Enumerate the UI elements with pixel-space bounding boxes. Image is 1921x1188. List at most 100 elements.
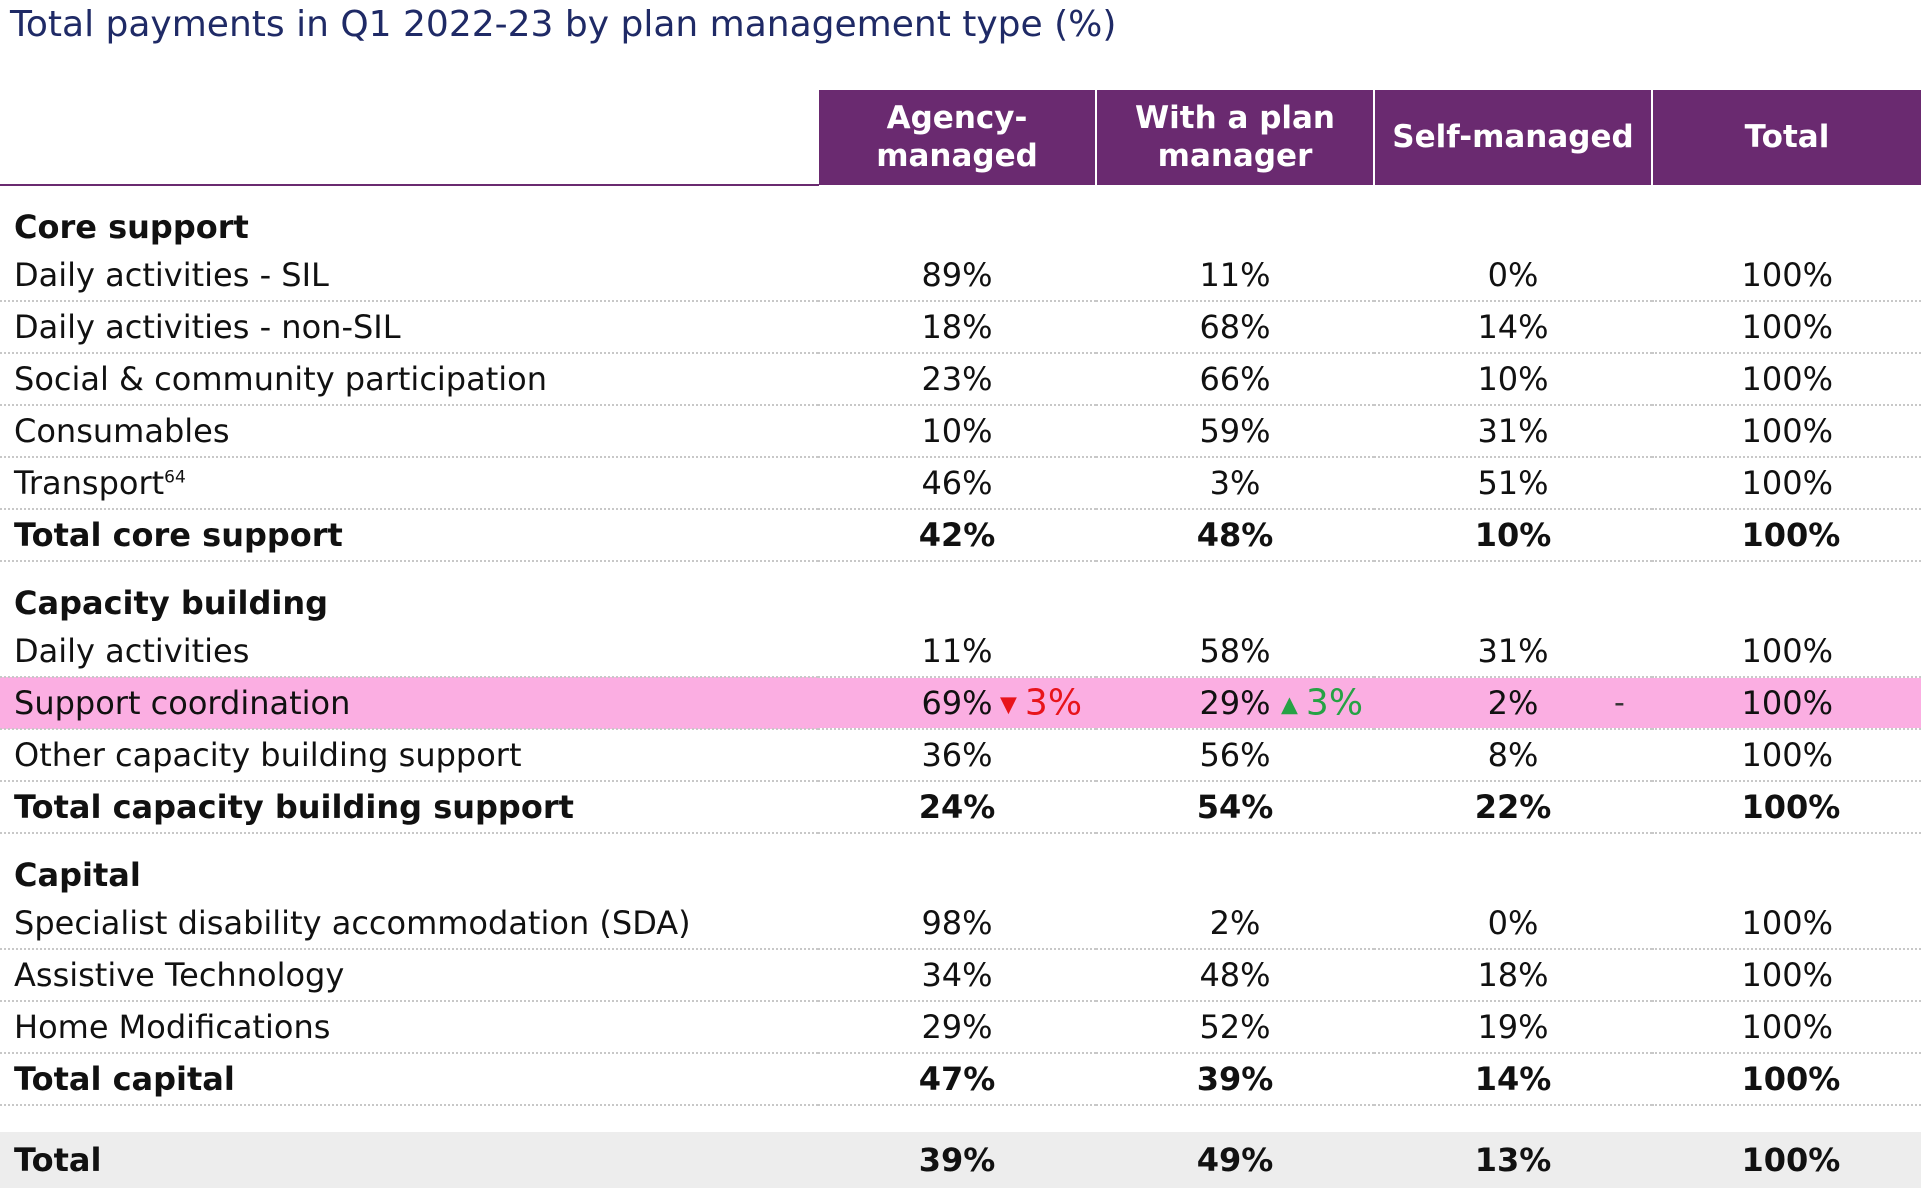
table-header: Agency-managed With a plan manager Self-man… xyxy=(0,90,1921,186)
row-label: Total capacity building support xyxy=(0,781,818,834)
cell-value: 42% xyxy=(818,509,1096,562)
cell-percent: 39% xyxy=(918,1141,996,1179)
header-row: Agency-managed With a plan manager Self-man… xyxy=(0,90,1921,186)
cell-percent: 14% xyxy=(1474,1060,1552,1098)
cell-value: 51% xyxy=(1374,457,1652,510)
change-indicator: ▲ 3% xyxy=(1281,682,1364,724)
cell-value: 2% - xyxy=(1374,677,1652,730)
cell-percent: 68% xyxy=(1199,308,1271,346)
cell-percent: 13% xyxy=(1474,1141,1552,1179)
section-row: Capacity building xyxy=(0,561,1921,626)
cell-value: 11% xyxy=(1096,250,1374,302)
cell-value: 39% xyxy=(818,1132,1096,1188)
empty-cell xyxy=(818,1105,1096,1132)
table-row: Other capacity building support 36% 56% 8% 1… xyxy=(0,729,1921,782)
table-row: Daily activities - SIL 89% 11% 0% 100% xyxy=(0,250,1921,302)
cell-value: 100% xyxy=(1652,509,1921,562)
cell-value: 58% xyxy=(1096,626,1374,678)
cell-value: 100% xyxy=(1652,301,1921,354)
empty-cell xyxy=(818,561,1096,626)
column-header-text: Self-managed xyxy=(1392,118,1634,155)
cell-percent: 59% xyxy=(1199,412,1271,450)
cell-value: 36% xyxy=(818,729,1096,782)
cell-percent: 100% xyxy=(1741,736,1833,774)
table-row: Home Modifications 29% 52% 19% 100% xyxy=(0,1001,1921,1054)
empty-cell xyxy=(818,185,1096,250)
empty-cell xyxy=(1374,561,1652,626)
change-indicator: - xyxy=(1614,685,1625,721)
cell-percent: 98% xyxy=(921,904,993,942)
empty-cell xyxy=(1652,1105,1921,1132)
cell-percent: 14% xyxy=(1477,308,1549,346)
cell-value: 22% xyxy=(1374,781,1652,834)
cell-percent: 36% xyxy=(921,736,993,774)
cell-percent: 42% xyxy=(918,516,996,554)
cell-value: 68% xyxy=(1096,301,1374,354)
column-header: With a plan manager xyxy=(1095,90,1374,185)
cell-percent: 39% xyxy=(1196,1060,1274,1098)
footnote-ref: 64 xyxy=(164,467,186,488)
cell-percent: 18% xyxy=(921,308,993,346)
cell-value: 100% xyxy=(1652,457,1921,510)
row-label: Total capital xyxy=(0,1053,818,1106)
cell-value: 100% xyxy=(1652,1132,1921,1188)
cell-percent: 22% xyxy=(1474,788,1552,826)
cell-percent: 100% xyxy=(1741,412,1833,450)
cell-percent: 100% xyxy=(1741,1060,1841,1098)
cell-percent: 54% xyxy=(1196,788,1274,826)
empty-cell xyxy=(1374,185,1652,250)
row-label: Daily activities xyxy=(0,626,818,678)
cell-percent: 100% xyxy=(1741,360,1833,398)
change-indicator: ▼ 3% xyxy=(1000,682,1083,724)
table-row: Daily activities 11% 58% 31% 100% xyxy=(0,626,1921,678)
cell-percent: 29% xyxy=(921,1008,993,1046)
cell-percent: 31% xyxy=(1477,632,1549,670)
cell-value: 100% xyxy=(1652,405,1921,458)
table-row: Specialist disability accommodation (SDA… xyxy=(0,898,1921,950)
table-body: Core support Daily activities - SIL 89% 11%… xyxy=(0,185,1921,1188)
table-row: Consumables 10% 59% 31% 100% xyxy=(0,405,1921,458)
cell-value: 54% xyxy=(1096,781,1374,834)
empty-cell xyxy=(1096,185,1374,250)
cell-value: 100% xyxy=(1652,250,1921,302)
empty-cell xyxy=(1096,833,1374,898)
empty-cell xyxy=(1652,833,1921,898)
cell-percent: 31% xyxy=(1477,412,1549,450)
row-label: Support coordination xyxy=(0,677,818,730)
row-label: Home Modifications xyxy=(0,1001,818,1054)
table-row: Social & community participation 23% 66% 10… xyxy=(0,353,1921,406)
cell-percent: 52% xyxy=(1199,1008,1271,1046)
cell-percent: 100% xyxy=(1741,956,1833,994)
table-row: Transport64 46% 3% 51% 100% xyxy=(0,457,1921,510)
cell-value: 10% xyxy=(818,405,1096,458)
cell-value: 100% xyxy=(1652,781,1921,834)
cell-percent: 10% xyxy=(1474,516,1552,554)
cell-value: 47% xyxy=(818,1053,1096,1106)
column-header-text: manager xyxy=(1157,137,1313,174)
empty-cell xyxy=(1096,561,1374,626)
cell-percent: 10% xyxy=(921,412,993,450)
subtotal-row: Total core support 42% 48% 10% 100% xyxy=(0,509,1921,562)
cell-percent: 100% xyxy=(1741,632,1833,670)
cell-value: 69% ▼ 3% xyxy=(818,677,1096,730)
cell-value: 0% xyxy=(1374,250,1652,302)
column-header: Agency-managed xyxy=(817,90,1096,185)
cell-value: 100% xyxy=(1652,949,1921,1002)
cell-value: 3% xyxy=(1096,457,1374,510)
empty-cell xyxy=(1652,185,1921,250)
cell-percent: 47% xyxy=(918,1060,996,1098)
row-label: Consumables xyxy=(0,405,818,458)
cell-value: 49% xyxy=(1096,1132,1374,1188)
empty-cell xyxy=(1374,833,1652,898)
cell-value: 46% xyxy=(818,457,1096,510)
cell-percent: 66% xyxy=(1199,360,1271,398)
cell-value: 100% xyxy=(1652,1001,1921,1054)
cell-value: 11% xyxy=(818,626,1096,678)
row-label: Total xyxy=(0,1132,818,1188)
cell-percent: 8% xyxy=(1487,736,1539,774)
table-row: Assistive Technology 34% 48% 18% 100% xyxy=(0,949,1921,1002)
cell-percent: 2% xyxy=(1487,684,1539,722)
cell-value: 13% xyxy=(1374,1132,1652,1188)
cell-percent: 100% xyxy=(1741,904,1833,942)
cell-value: 34% xyxy=(818,949,1096,1002)
